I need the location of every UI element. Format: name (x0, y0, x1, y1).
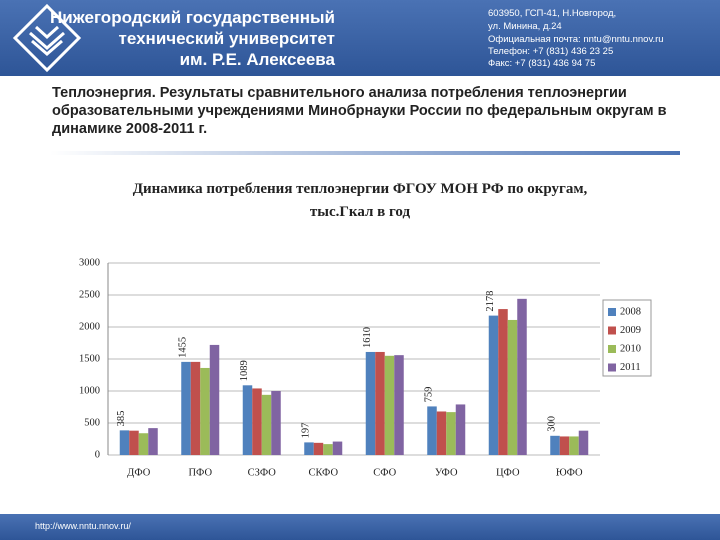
contact: ул. Минина, д.24 (488, 21, 562, 32)
x-tick-label: ДФО (127, 467, 151, 478)
legend-swatch (608, 345, 616, 353)
x-tick-label: СЗФО (248, 467, 277, 478)
data-label: 197 (301, 423, 312, 439)
data-label: 1089 (239, 360, 250, 381)
chart-title: Динамика потребления теплоэнергии ФГОУ М… (132, 181, 588, 220)
data-label: 385 (116, 411, 127, 427)
slide-heading: Теплоэнергия. Результаты сравнительного … (52, 85, 667, 137)
org-title: технический университет (118, 29, 335, 48)
bar (242, 385, 253, 455)
data-label: 1455 (178, 337, 189, 358)
bar (271, 391, 281, 455)
bar (498, 309, 508, 455)
legend-label: 2010 (620, 343, 641, 354)
bar (517, 298, 527, 455)
legend-label: 2009 (620, 325, 641, 336)
bar (569, 436, 579, 455)
bar (455, 404, 466, 455)
y-tick-label: 3000 (79, 257, 100, 268)
data-label: 759 (424, 387, 435, 403)
legend-label: 2011 (620, 362, 641, 373)
bar (559, 436, 570, 455)
data-label: 1610 (362, 327, 373, 348)
bar (304, 442, 314, 455)
x-tick-label: УФО (435, 467, 458, 478)
bar (200, 367, 210, 455)
bar (252, 388, 262, 455)
legend-label: 2008 (620, 306, 641, 317)
bar (375, 351, 385, 455)
bar (394, 355, 404, 455)
divider (50, 151, 680, 155)
x-tick-label: ПФО (188, 467, 212, 478)
contact: Телефон: +7 (831) 436 23 25 (488, 46, 614, 57)
y-tick-label: 1000 (79, 385, 100, 396)
bar (488, 315, 499, 455)
org-title: Нижегородский государственный (49, 8, 335, 27)
org-title: им. Р.Е. Алексеева (179, 50, 335, 69)
x-tick-label: СКФО (308, 467, 338, 478)
legend-swatch (608, 308, 616, 316)
contact: Официальная почта: nntu@nntu.nnov.ru (488, 34, 664, 45)
bar (190, 361, 201, 455)
data-label: 2178 (485, 291, 496, 312)
bar (261, 394, 272, 455)
bar (119, 430, 130, 455)
bar (332, 441, 343, 455)
bar (129, 430, 139, 455)
y-tick-label: 1500 (79, 353, 100, 364)
legend-box (602, 299, 652, 377)
logo (12, 3, 82, 73)
x-tick-label: СФО (373, 467, 396, 478)
legend-swatch (608, 363, 616, 372)
bar (507, 319, 518, 455)
y-tick-label: 0 (95, 449, 100, 460)
bar (138, 433, 149, 455)
bar (365, 351, 376, 455)
contact: 603950, ГСП-41, Н.Новгород, (488, 8, 617, 19)
bar (436, 411, 447, 455)
data-label: 300 (547, 416, 558, 432)
y-tick-label: 2000 (79, 321, 100, 332)
bar (313, 442, 324, 455)
bar (578, 430, 589, 455)
header (0, 0, 720, 76)
bar (209, 344, 220, 455)
x-tick-label: ЦФО (496, 467, 520, 478)
contact: Факс: +7 (831) 436 94 75 (488, 58, 596, 69)
y-tick-label: 2500 (79, 289, 100, 300)
footer-url: http://www.nntu.nnov.ru/ (35, 521, 131, 531)
bar (446, 412, 456, 455)
x-tick-label: ЮФО (556, 467, 583, 478)
bar (181, 361, 191, 455)
bar (148, 428, 158, 455)
bar (550, 435, 560, 455)
bar (323, 444, 333, 455)
y-tick-label: 500 (84, 417, 100, 428)
bar (384, 355, 395, 455)
footer (0, 514, 720, 540)
bar (427, 406, 437, 455)
legend-swatch (608, 326, 616, 335)
